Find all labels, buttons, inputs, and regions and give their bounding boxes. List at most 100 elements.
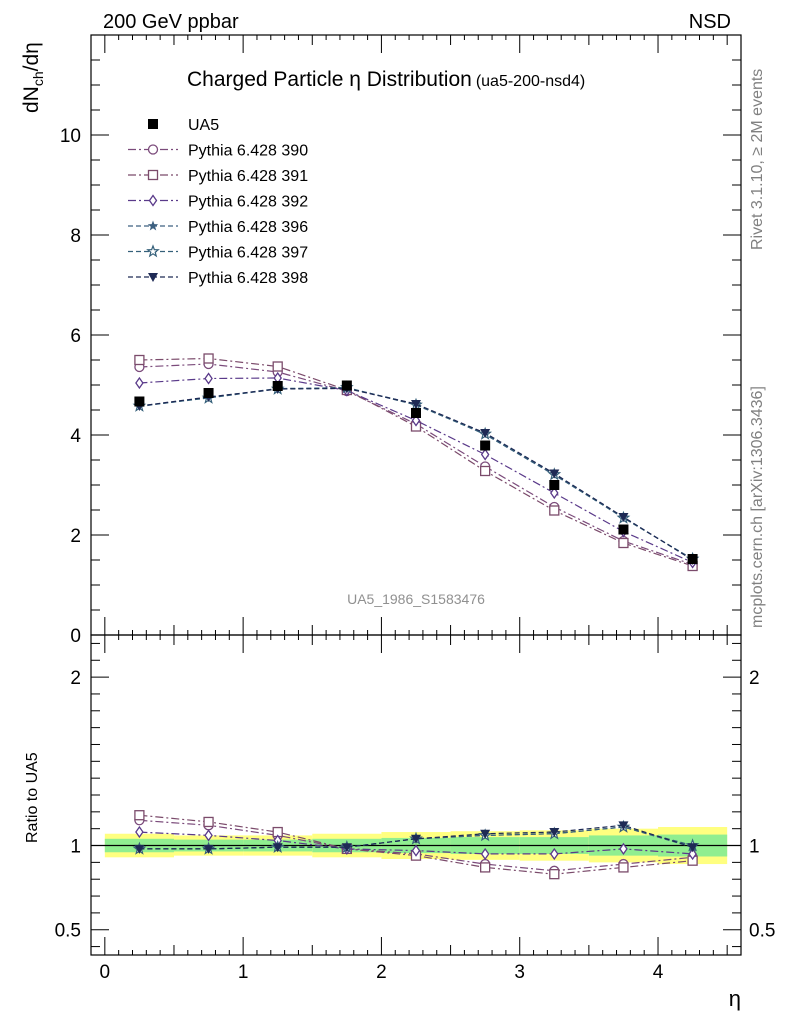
y-tick-label: 8	[70, 226, 81, 247]
data-point	[549, 480, 560, 490]
ratio-point	[687, 843, 698, 853]
legend-marker	[148, 119, 158, 129]
legend-item-pythia-6-428-396: Pythia 6.428 396	[128, 219, 308, 236]
legend-label: UA5	[188, 117, 219, 134]
ratio-series-layer	[132, 810, 700, 880]
ratio-y-tick-label-right: 0.5	[749, 921, 775, 942]
side-text-bottom: mcplots.cern.ch [arXiv:1306.3436]	[749, 386, 766, 628]
ylabel-sub: ch	[30, 71, 46, 86]
series-pythia-6-428-391	[134, 353, 698, 572]
ratio-point	[272, 843, 283, 853]
ratio-point	[549, 869, 560, 880]
data-point	[341, 380, 352, 391]
ratio-line-pythia-6-428-398	[139, 824, 693, 850]
ratio-y-tick-label-right: 1	[749, 837, 760, 858]
header-right: NSD	[689, 11, 731, 33]
y-tick-label: 0	[70, 626, 81, 647]
y-tick-label: 2	[70, 526, 81, 547]
chart-title: Charged Particle η Distribution (ua5-200-…	[187, 68, 585, 91]
legend-item-pythia-6-428-390: Pythia 6.428 390	[128, 143, 308, 160]
data-point	[549, 469, 560, 479]
data-point	[480, 429, 491, 438]
ratio-line-pythia-6-428-391	[139, 814, 693, 875]
data-point	[480, 448, 490, 461]
ratio-point	[550, 847, 559, 861]
xlabel: η	[729, 986, 741, 1011]
legend-label: Pythia 6.428 392	[188, 194, 308, 211]
ratio-point	[618, 821, 629, 831]
ratio-point	[134, 844, 145, 854]
data-point	[618, 537, 629, 549]
data-point	[480, 440, 491, 451]
legend-marker	[148, 194, 158, 207]
ratio-series-pythia-6-428-398	[134, 821, 698, 854]
ratio-point	[619, 842, 628, 856]
legend-label: Pythia 6.428 391	[188, 168, 308, 185]
data-point	[203, 353, 214, 364]
legend-item-pythia-6-428-397: Pythia 6.428 397	[128, 244, 308, 262]
y-tick-label: 6	[70, 326, 81, 347]
legend-label: Pythia 6.428 398	[188, 270, 308, 287]
ylabel-ratio: Ratio to UA5	[24, 752, 41, 843]
data-point	[272, 361, 283, 372]
ylabel-base: dN	[20, 86, 43, 113]
x-tick-label: 3	[514, 962, 525, 983]
data-point	[550, 486, 559, 500]
ratio-point	[203, 816, 214, 828]
data-point	[479, 465, 491, 477]
data-point	[411, 400, 421, 409]
chart-title-main: Charged Particle η Distribution	[187, 68, 472, 91]
ratio-plot-frame	[90, 634, 742, 956]
series-line-pythia-6-428-390	[139, 363, 693, 566]
watermark: UA5_1986_S1583476	[347, 591, 485, 607]
axes-layer: 0 1 2 3 4 0 2 4 6 8 10 0.5 0.5 1 1 2 2	[55, 34, 775, 983]
ratio-point	[479, 862, 491, 873]
y-tick-label: 4	[70, 426, 81, 447]
data-point	[204, 372, 213, 385]
data-point	[618, 513, 629, 522]
ylabel-rest: /dη	[20, 42, 43, 71]
data-point	[203, 388, 214, 398]
data-point	[135, 376, 144, 390]
data-point	[549, 505, 560, 516]
legend-marker	[146, 244, 160, 258]
series-line-pythia-6-428-398	[139, 387, 693, 561]
x-tick-label: 4	[653, 962, 664, 983]
ratio-point	[549, 828, 560, 838]
chart-title-tag: (ua5-200-nsd4)	[476, 73, 585, 90]
ratio-point	[480, 829, 491, 839]
data-point	[687, 554, 698, 564]
ratio-point	[204, 829, 213, 842]
legend-label: Pythia 6.428 397	[188, 245, 308, 262]
ratio-y-tick-label: 1	[70, 837, 81, 858]
ratio-y-tick-label: 2	[70, 668, 81, 689]
ratio-point	[411, 834, 421, 844]
series-ua5	[134, 380, 698, 564]
ratio-point	[341, 843, 352, 853]
series-line-pythia-6-428-391	[139, 357, 693, 567]
legend-item-ua5: UA5	[148, 117, 219, 134]
legend-item-pythia-6-428-392: Pythia 6.428 392	[128, 194, 308, 211]
ratio-point	[618, 862, 629, 873]
legend-marker	[148, 273, 158, 282]
ylabel-main: dNch/dη	[20, 42, 46, 113]
data-point	[134, 354, 145, 366]
legend-marker	[147, 144, 159, 155]
data-point	[272, 381, 283, 391]
ratio-point	[411, 844, 421, 857]
legend-label: Pythia 6.428 396	[188, 219, 308, 236]
ratio-y-tick-label-right: 2	[749, 668, 760, 689]
data-point	[411, 408, 421, 418]
header-left: 200 GeV ppbar	[103, 11, 239, 33]
x-tick-label: 0	[100, 962, 111, 983]
ratio-series-pythia-6-428-392	[135, 825, 697, 861]
legend-item-pythia-6-428-391: Pythia 6.428 391	[128, 168, 308, 185]
legend-marker	[147, 220, 159, 231]
x-tick-label: 2	[376, 962, 387, 983]
legend-marker	[147, 169, 159, 181]
ratio-point	[203, 844, 214, 854]
ratio-point	[480, 847, 490, 861]
legend: UA5 Pythia 6.428 390 Pythia 6.428 391 Pythi…	[128, 117, 308, 287]
ratio-point	[688, 847, 697, 861]
